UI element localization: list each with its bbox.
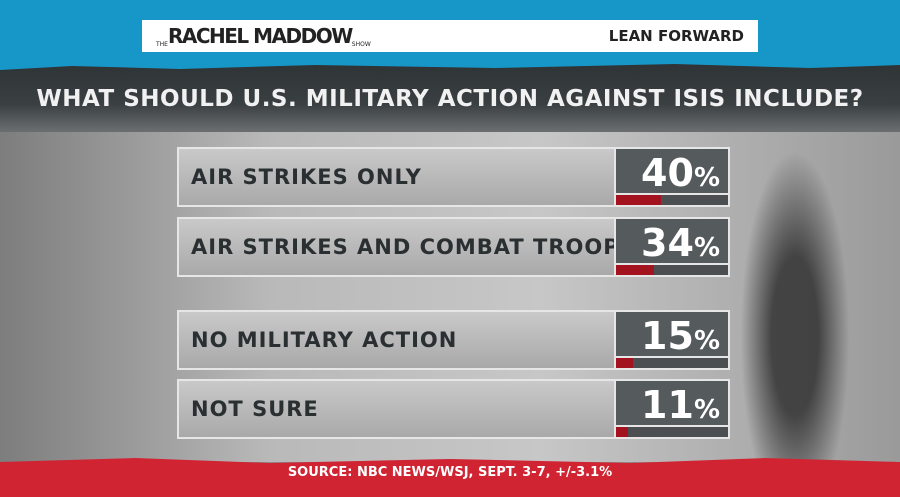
bar-track: [616, 425, 728, 437]
value-number: 34: [641, 221, 694, 265]
bar-track: [616, 193, 728, 205]
value-number: 15: [641, 314, 694, 358]
value-label: 15%: [641, 314, 720, 358]
value-label: 11%: [641, 383, 720, 427]
bar-row: NO MILITARY ACTION 15%: [177, 310, 730, 370]
bar-track: [616, 263, 728, 275]
value-box: 34%: [614, 219, 728, 275]
title-band: [0, 64, 900, 132]
bar: [616, 427, 629, 437]
value-unit: %: [693, 233, 720, 263]
bar-row: AIR STRIKES AND COMBAT TROOPS 34%: [177, 217, 730, 277]
bar: [616, 195, 661, 205]
flag-figure-image: [740, 150, 850, 460]
category-label: NO MILITARY ACTION: [191, 328, 458, 352]
logo-show: SHOW: [351, 41, 371, 48]
bar-row: AIR STRIKES ONLY 40%: [177, 147, 730, 207]
value-unit: %: [693, 163, 720, 193]
value-unit: %: [693, 326, 720, 356]
bottom-band: [0, 458, 900, 497]
source-note: SOURCE: NBC NEWS/WSJ, SEPT. 3-7, +/-3.1%: [287, 465, 613, 480]
category-label: AIR STRIKES AND COMBAT TROOPS: [191, 235, 636, 259]
chart-title: WHAT SHOULD U.S. MILITARY ACTION AGAINST…: [36, 86, 864, 112]
value-box: 15%: [614, 312, 728, 368]
value-label: 40%: [641, 151, 720, 195]
bar: [616, 265, 655, 275]
tagline: LEAN FORWARD: [608, 27, 744, 45]
value-unit: %: [693, 395, 720, 425]
show-logo: THE RACHEL MADDOW SHOW: [156, 24, 371, 48]
bar-row: NOT SURE 11%: [177, 379, 730, 439]
value-number: 11: [641, 383, 694, 427]
value-label: 34%: [641, 221, 720, 265]
value-box: 11%: [614, 381, 728, 437]
bar-track: [616, 356, 728, 368]
category-label: NOT SURE: [191, 397, 319, 421]
bar: [616, 358, 633, 368]
logo-the: THE: [156, 41, 168, 48]
category-label: AIR STRIKES ONLY: [191, 165, 422, 189]
value-box: 40%: [614, 149, 728, 205]
show-banner: THE RACHEL MADDOW SHOW LEAN FORWARD: [142, 20, 758, 52]
value-number: 40: [641, 151, 694, 195]
logo-main: RACHEL MADDOW: [167, 24, 353, 48]
